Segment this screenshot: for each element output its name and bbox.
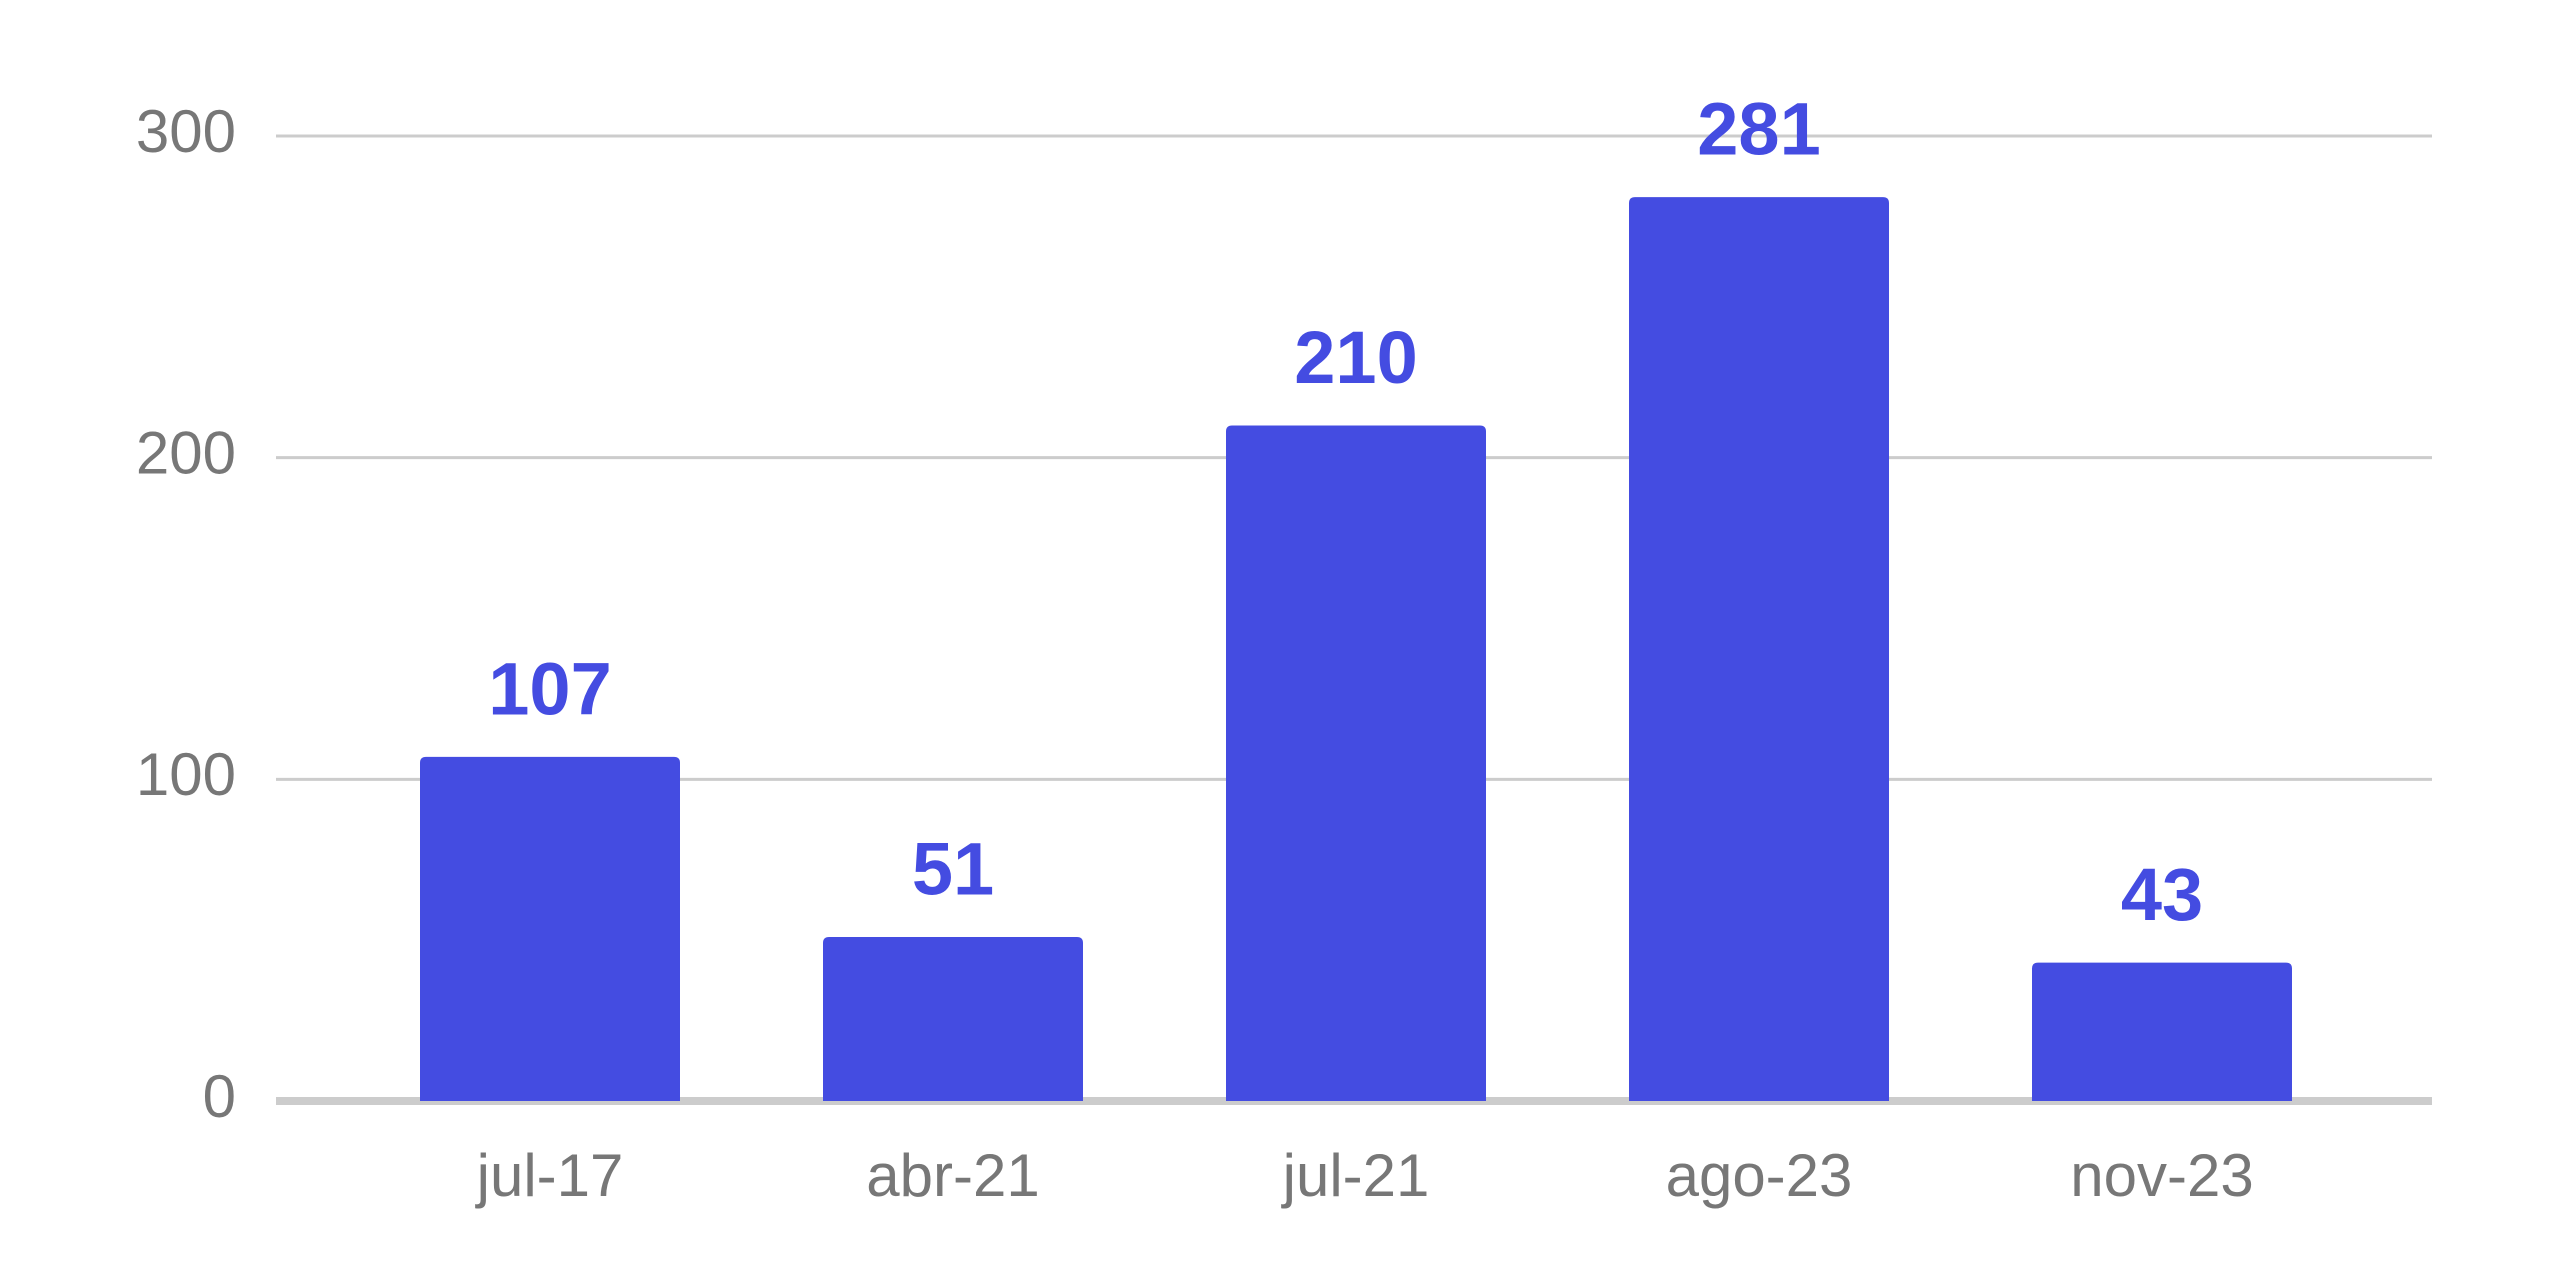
x-tick-label: abr-21 (866, 1142, 1039, 1209)
value-label: 43 (2121, 853, 2203, 936)
y-tick-label: 100 (136, 741, 236, 808)
bar (823, 936, 1083, 1101)
y-tick-label: 0 (203, 1063, 236, 1130)
x-tick-label: ago-23 (1666, 1142, 1853, 1209)
x-tick-label: nov-23 (2070, 1142, 2253, 1209)
value-label: 210 (1294, 316, 1417, 399)
x-tick-label: jul-17 (475, 1142, 624, 1209)
y-tick-label: 300 (136, 98, 236, 165)
x-tick-label: jul-21 (1281, 1142, 1430, 1209)
bar (2032, 962, 2292, 1101)
value-label: 51 (912, 827, 994, 910)
value-label: 107 (488, 647, 611, 730)
bar (1629, 197, 1889, 1101)
y-tick-label: 200 (136, 420, 236, 487)
value-label: 281 (1697, 88, 1820, 171)
bar (420, 756, 680, 1101)
bar (1226, 425, 1486, 1101)
